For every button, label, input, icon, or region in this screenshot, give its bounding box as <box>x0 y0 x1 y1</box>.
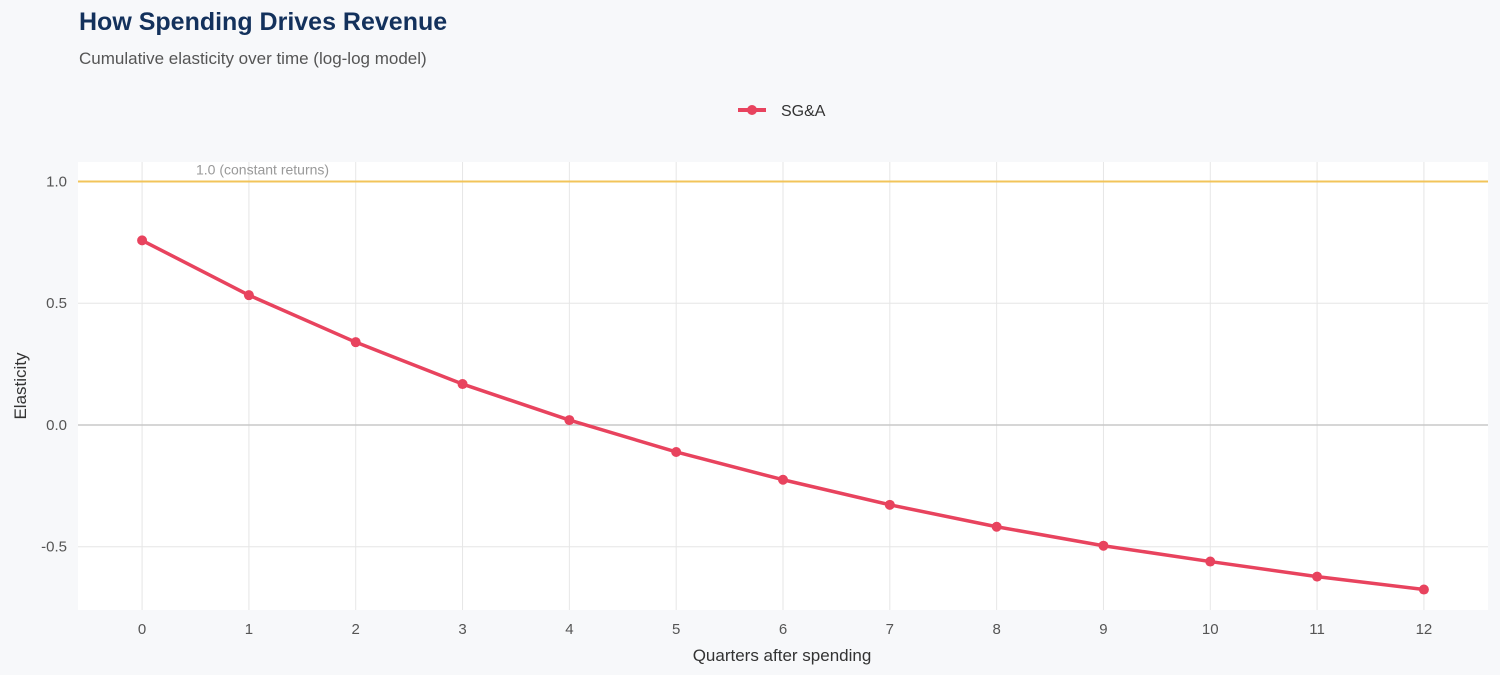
x-tick-label: 3 <box>458 621 466 638</box>
data-point <box>991 521 1002 532</box>
data-point <box>671 446 682 457</box>
x-tick-label: 12 <box>1416 621 1433 638</box>
data-point <box>1312 571 1323 582</box>
y-tick-label: 0.5 <box>46 295 67 312</box>
legend-label: SG&A <box>781 103 826 120</box>
x-tick-label: 7 <box>886 621 894 638</box>
data-point <box>564 415 575 426</box>
y-tick-label: -0.5 <box>41 539 67 556</box>
reference-line-label: 1.0 (constant returns) <box>196 161 329 177</box>
data-point <box>137 235 148 246</box>
y-axis-label: Elasticity <box>11 352 30 420</box>
data-point <box>1098 540 1109 551</box>
data-point <box>884 499 895 510</box>
chart-title: How Spending Drives Revenue <box>79 8 447 36</box>
x-tick-label: 1 <box>245 621 253 638</box>
x-tick-label: 6 <box>779 621 787 638</box>
chart-subtitle: Cumulative elasticity over time (log-log… <box>79 49 427 68</box>
x-tick-label: 5 <box>672 621 680 638</box>
x-tick-label: 9 <box>1099 621 1107 638</box>
x-tick-label: 10 <box>1202 621 1219 638</box>
data-point <box>457 379 468 390</box>
data-point <box>350 337 361 348</box>
x-tick-label: 4 <box>565 621 573 638</box>
x-tick-label: 2 <box>352 621 360 638</box>
x-axis-label: Quarters after spending <box>693 646 872 665</box>
data-point <box>243 290 254 301</box>
legend-marker-icon <box>747 105 757 115</box>
y-tick-label: 0.0 <box>46 417 67 434</box>
data-point <box>1418 584 1429 595</box>
x-tick-label: 0 <box>138 621 146 638</box>
y-tick-label: 1.0 <box>46 173 67 190</box>
data-point <box>1205 556 1216 567</box>
legend: SG&A <box>738 103 826 120</box>
data-point <box>778 474 788 485</box>
x-tick-label: 8 <box>992 621 1000 638</box>
x-tick-label: 11 <box>1309 621 1325 638</box>
